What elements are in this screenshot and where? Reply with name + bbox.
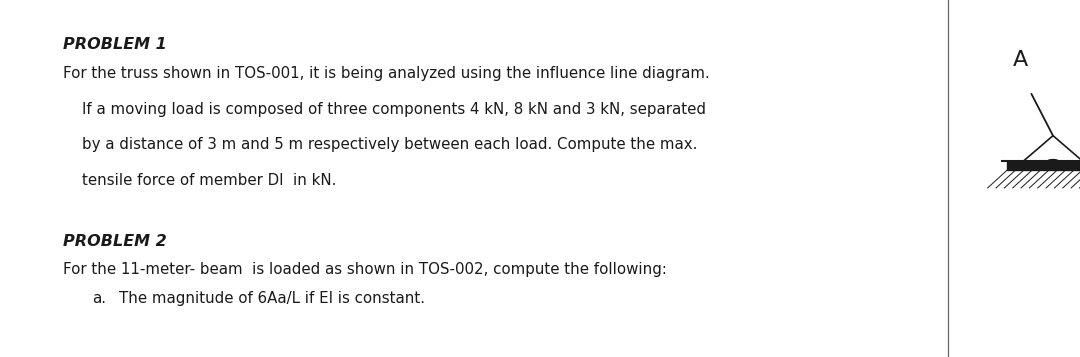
Text: PROBLEM 1: PROBLEM 1 — [63, 37, 166, 52]
Bar — [1008, 161, 1080, 170]
Text: tensile force of member DI  in kN.: tensile force of member DI in kN. — [63, 173, 336, 188]
Text: If a moving load is composed of three components 4 kN, 8 kN and 3 kN, separated: If a moving load is composed of three co… — [63, 102, 705, 117]
Text: a.: a. — [92, 291, 106, 306]
Text: PROBLEM 2: PROBLEM 2 — [63, 234, 166, 249]
Text: For the truss shown in TOS-001, it is being analyzed using the influence line di: For the truss shown in TOS-001, it is be… — [63, 66, 710, 81]
Text: A: A — [1013, 50, 1028, 70]
Text: by a distance of 3 m and 5 m respectively between each load. Compute the max.: by a distance of 3 m and 5 m respectivel… — [63, 137, 697, 152]
Text: For the 11-meter- beam  is loaded as shown in TOS-002, compute the following:: For the 11-meter- beam is loaded as show… — [63, 262, 666, 277]
Text: The magnitude of 6Aa/L if EI is constant.: The magnitude of 6Aa/L if EI is constant… — [119, 291, 424, 306]
